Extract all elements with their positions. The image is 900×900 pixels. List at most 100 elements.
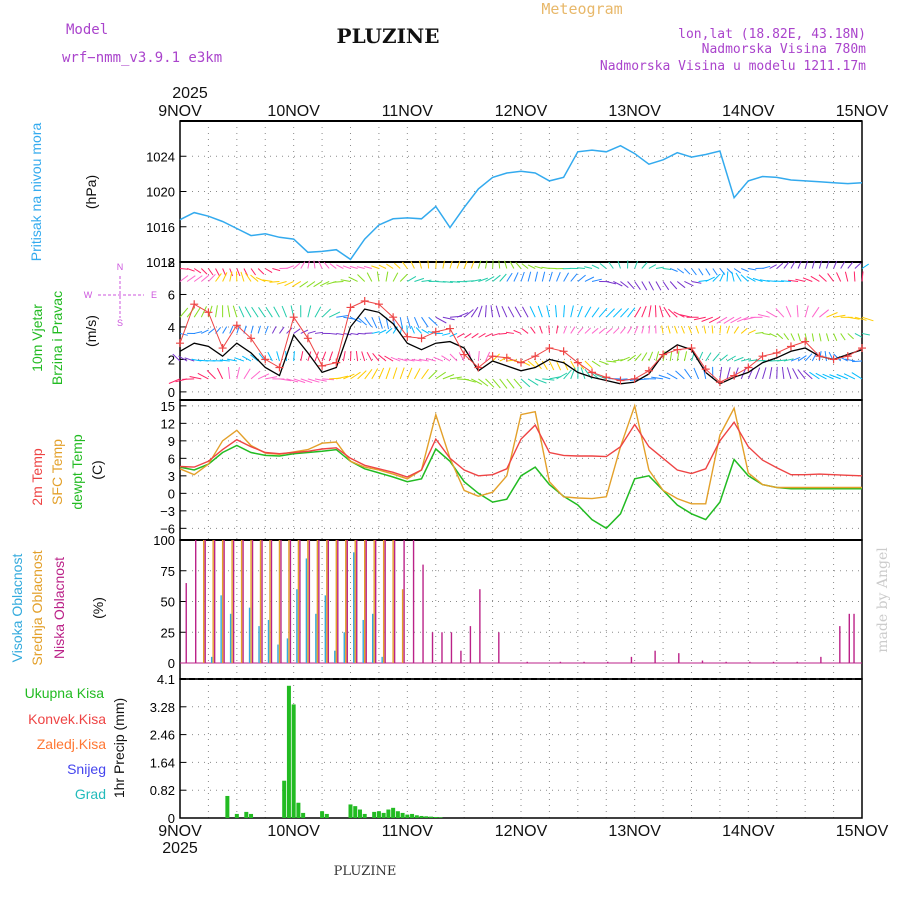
wind-arrow xyxy=(484,305,487,318)
wind-arrow xyxy=(244,306,252,318)
wind-arrow xyxy=(471,378,483,385)
wind-arrow xyxy=(193,268,202,274)
wind-arrow xyxy=(215,305,218,318)
wind-arrow xyxy=(222,326,228,334)
wind-arrow xyxy=(634,260,639,269)
wind-arrow xyxy=(251,306,259,318)
wind-arrow xyxy=(293,328,301,334)
gust-marker xyxy=(488,352,497,361)
wind-arrow xyxy=(769,367,773,379)
wind-arrow xyxy=(733,326,739,334)
time-tick-bottom: 11NOV xyxy=(382,823,434,840)
wind-arrow xyxy=(677,268,685,274)
panel-frame xyxy=(179,678,863,819)
wind-arrow xyxy=(605,308,615,318)
wind-arrow xyxy=(456,260,461,269)
wind-arrow xyxy=(271,326,277,334)
precip-bar xyxy=(296,802,301,818)
wind-panel: 0 2 4 6 8 xyxy=(168,255,874,401)
wind-arrow xyxy=(279,378,292,382)
wind-arrow xyxy=(478,277,488,282)
wind-arrow xyxy=(442,316,455,321)
y-tick-label: 4 xyxy=(168,320,175,335)
wind-arrow xyxy=(598,307,608,318)
wind-arrow xyxy=(507,306,515,318)
y-tick-label: 9 xyxy=(168,434,175,449)
precip-bar xyxy=(438,817,443,818)
precip-bar xyxy=(320,811,325,818)
wind-arrow xyxy=(299,281,309,288)
gust-markers xyxy=(176,296,866,387)
wind-arrow xyxy=(534,271,538,282)
wind-arrow xyxy=(363,265,372,269)
temp-subtitle: SFC Temp xyxy=(49,439,65,505)
wind-arrow xyxy=(606,280,617,285)
wind-arrow xyxy=(654,305,657,318)
wind-arrow xyxy=(723,316,735,324)
gust-marker xyxy=(730,371,739,380)
gust-marker xyxy=(644,366,653,375)
wind-arrow xyxy=(851,372,863,380)
gust-marker xyxy=(573,358,582,367)
wind-arrow xyxy=(662,281,670,291)
wind-arrow xyxy=(591,360,601,367)
wind-arrow xyxy=(577,305,583,318)
wind-arrow xyxy=(521,328,529,334)
wind-arrow xyxy=(356,266,365,269)
gust-marker xyxy=(289,313,298,322)
wind-arrow xyxy=(498,260,501,269)
wind-arrow xyxy=(684,268,691,275)
wind-arrow xyxy=(535,378,547,384)
wind-arrow xyxy=(477,351,480,362)
wind-arrow xyxy=(336,315,349,318)
wind-arrow xyxy=(286,265,295,269)
gust-marker xyxy=(531,352,540,361)
gust-marker xyxy=(815,352,824,361)
y-tick-label: 12 xyxy=(161,416,175,431)
wind-arrow xyxy=(840,261,846,269)
precip-bar xyxy=(405,814,410,818)
wind-arrow xyxy=(286,327,293,334)
wind-arrow xyxy=(342,265,351,269)
y-tick-label: 3 xyxy=(168,469,175,484)
wind-arrow xyxy=(836,373,848,380)
wind-arrow xyxy=(537,305,543,318)
wind-arrow xyxy=(484,260,488,269)
wind-arrow xyxy=(563,369,572,380)
wind-arrow xyxy=(348,276,358,282)
wind-arrow xyxy=(620,307,629,318)
wind-arrow xyxy=(548,360,555,371)
cloud-panel: 0 25 50 75 100 xyxy=(153,533,863,680)
wind-arrow xyxy=(797,355,807,362)
precip-bar xyxy=(381,812,386,818)
wind-arrow xyxy=(584,266,593,269)
wind-arrow xyxy=(676,351,680,362)
pressure-title: Pritisak na nivou mora xyxy=(28,123,44,262)
wind-arrow xyxy=(641,352,648,362)
wind-arrow xyxy=(684,368,692,380)
y-tick-label: 2.46 xyxy=(150,728,175,743)
time-tick-top: 12NOV xyxy=(495,103,548,120)
precip-bar xyxy=(410,813,415,818)
wind-arrow xyxy=(762,265,771,269)
wind-arrow xyxy=(421,279,432,282)
wind-arrow xyxy=(329,332,338,335)
wind-arrow xyxy=(726,271,729,282)
wind-arrow xyxy=(371,265,380,269)
wind-arrow xyxy=(179,275,189,282)
wind-arrow xyxy=(321,308,332,318)
wind-arrow xyxy=(735,272,742,282)
wind-arrow xyxy=(492,378,501,389)
pressure-ylabel: (hPa) xyxy=(83,175,99,209)
precip-bar xyxy=(376,811,381,818)
wind-arrow xyxy=(809,371,820,380)
gust-marker xyxy=(176,339,184,348)
wind-arrow xyxy=(648,325,651,334)
year-label-bottom: 2025 xyxy=(162,840,198,857)
wind-arrow xyxy=(477,260,482,269)
wind-arrow xyxy=(796,305,799,318)
wind-arrow xyxy=(584,327,592,334)
gust-marker xyxy=(360,296,369,305)
y-tick-label: 3.28 xyxy=(150,700,175,715)
wind-arrow xyxy=(762,332,771,336)
